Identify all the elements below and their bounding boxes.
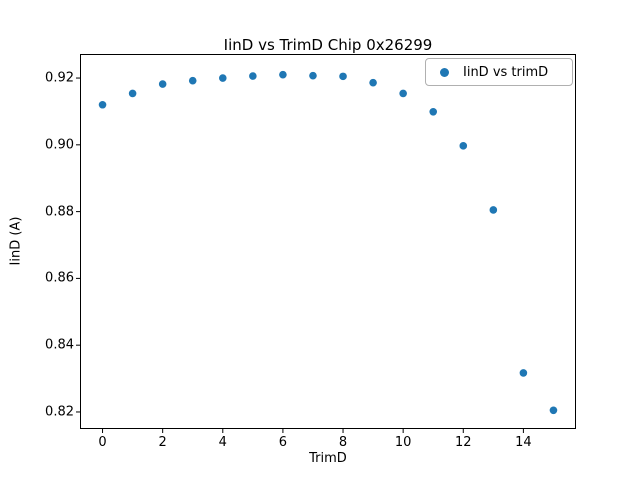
x-tick-label: 8 — [338, 435, 348, 450]
data-point — [249, 72, 257, 80]
x-axis-label: TrimD — [309, 451, 347, 466]
y-tick-label: 0.86 — [45, 270, 74, 286]
x-tick-label: 2 — [158, 435, 167, 450]
legend: IinD vs trimD — [425, 58, 573, 86]
data-point — [279, 70, 287, 79]
y-tick-label: 0.90 — [45, 137, 74, 153]
data-point — [459, 142, 468, 150]
data-point — [429, 107, 438, 116]
x-tick-label: 14 — [515, 435, 532, 450]
chart-title: IinD vs TrimD Chip 0x26299 — [223, 36, 433, 54]
legend-label: IinD vs trimD — [463, 64, 549, 80]
x-tick-label: 12 — [454, 435, 472, 450]
y-tick-label: 0.92 — [45, 70, 74, 86]
data-point — [369, 78, 377, 87]
data-point — [549, 406, 558, 415]
y-tick-label: 0.88 — [45, 204, 74, 220]
data-point — [309, 71, 317, 80]
data-point — [158, 80, 167, 88]
data-point — [188, 76, 197, 85]
plot-area — [80, 54, 576, 429]
x-tick-label: 0 — [98, 435, 107, 450]
legend-marker-icon — [440, 67, 449, 77]
x-tick-label: 10 — [394, 435, 412, 450]
data-point — [489, 206, 498, 214]
y-tick-label: 0.84 — [45, 337, 74, 353]
x-tick-label: 4 — [218, 435, 227, 450]
data-point — [519, 369, 528, 377]
data-point — [339, 72, 347, 81]
data-point — [218, 74, 227, 82]
y-axis-label: IinD (A) — [8, 216, 24, 266]
data-point — [399, 89, 407, 98]
x-tick-label: 6 — [278, 435, 288, 450]
data-point — [98, 100, 107, 109]
y-tick-label: 0.82 — [45, 404, 74, 420]
data-point — [128, 89, 137, 98]
